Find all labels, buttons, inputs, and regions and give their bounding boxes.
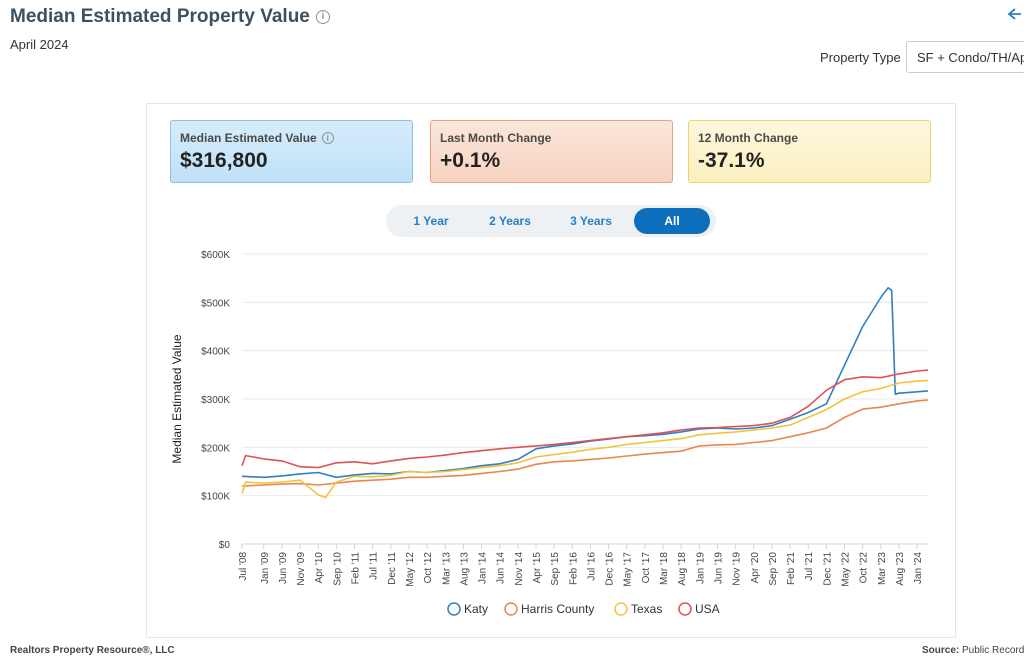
x-tick-label: Oct '22 xyxy=(859,552,870,584)
x-tick-label: Dec '11 xyxy=(387,552,398,585)
x-tick-label: Nov '19 xyxy=(732,552,743,586)
x-tick-label: Sep '10 xyxy=(332,552,343,586)
legend-marker-usa xyxy=(678,602,692,616)
legend-label-harris-county: Harris County xyxy=(521,602,594,616)
back-arrow-icon[interactable] xyxy=(1006,6,1022,22)
series-line-texas xyxy=(241,379,929,499)
series-line-katy xyxy=(241,287,929,479)
footer-company: Realtors Property Resource®, LLC xyxy=(10,645,175,656)
x-tick-label: Sep '15 xyxy=(550,552,561,586)
info-icon[interactable]: i xyxy=(321,132,334,144)
x-tick-label: Mar '13 xyxy=(441,552,452,585)
x-tick-label: Nov '09 xyxy=(296,552,307,586)
x-tick-label: Jan '14 xyxy=(478,552,489,584)
median-value-label: Median Estimated Value xyxy=(180,131,317,145)
x-tick-label: Oct '17 xyxy=(641,552,652,584)
x-tick-label: Oct '12 xyxy=(423,552,434,584)
x-tick-label: Nov '14 xyxy=(514,552,525,586)
x-tick-label: Dec '21 xyxy=(822,552,833,586)
x-tick-label: Feb '11 xyxy=(351,552,362,585)
x-tick-label: Jul '08 xyxy=(238,552,249,581)
page-subtitle: April 2024 xyxy=(10,37,69,52)
y-tick-label: $0 xyxy=(219,540,231,551)
x-tick-label: Apr '15 xyxy=(532,552,543,584)
x-tick-label: Sep '20 xyxy=(768,552,779,586)
x-tick-label: May '17 xyxy=(623,552,634,587)
legend-label-texas: Texas xyxy=(631,602,662,616)
page-title-text: Median Estimated Property Value xyxy=(10,6,310,27)
legend-label-usa: USA xyxy=(695,602,720,616)
median-value-card-label-row: Median Estimated Value i xyxy=(180,131,412,145)
range-3-years-button[interactable]: 3 Years xyxy=(570,214,612,228)
x-tick-label: Jul '11 xyxy=(369,552,380,580)
twelve-month-change-card: 12 Month Change -37.1% xyxy=(688,120,931,183)
x-tick-label: May '12 xyxy=(405,552,416,587)
y-tick-label: $200K xyxy=(201,443,230,454)
legend-label-katy: Katy xyxy=(464,602,488,616)
series-line-harris-county xyxy=(241,399,929,487)
x-tick-label: Jul '21 xyxy=(804,552,815,581)
range-2-years-button[interactable]: 2 Years xyxy=(489,214,531,228)
twelve-month-change-value: -37.1% xyxy=(698,149,765,172)
legend-marker-texas xyxy=(614,602,628,616)
x-tick-label: Apr '20 xyxy=(750,552,761,584)
x-tick-label: Aug '23 xyxy=(895,552,906,586)
y-tick-label: $300K xyxy=(201,395,230,406)
x-tick-label: Feb '21 xyxy=(786,552,797,585)
x-tick-label: Jan '24 xyxy=(913,552,924,584)
info-icon[interactable]: i xyxy=(315,10,330,24)
footer-source-value: Public Records xyxy=(962,645,1024,656)
x-tick-label: Mar '18 xyxy=(659,552,670,585)
x-tick-label: Mar '23 xyxy=(877,552,888,585)
page-title: Median Estimated Property Value i xyxy=(10,6,330,28)
x-tick-label: Jul '16 xyxy=(586,552,597,581)
footer-source: Source: Public Records xyxy=(922,645,1024,656)
range-1-year-button[interactable]: 1 Year xyxy=(413,214,449,228)
y-tick-label: $400K xyxy=(201,347,230,358)
legend-marker-katy xyxy=(447,602,461,616)
x-tick-label: Dec '16 xyxy=(605,552,616,586)
legend-marker-harris-county xyxy=(504,602,518,616)
property-type-select[interactable]: SF + Condo/TH/Apt xyxy=(906,41,1024,73)
footer-source-label: Source: xyxy=(922,645,960,656)
last-month-change-card: Last Month Change +0.1% xyxy=(430,120,673,183)
last-month-change-label: Last Month Change xyxy=(440,131,552,145)
x-tick-label: Jun '14 xyxy=(496,552,507,584)
time-range-toggle: 1 Year 2 Years 3 Years All xyxy=(386,205,716,237)
property-type-label: Property Type xyxy=(820,50,901,65)
x-tick-label: Jan '19 xyxy=(695,552,706,584)
x-tick-label: Apr '10 xyxy=(314,552,325,584)
twelve-month-change-label: 12 Month Change xyxy=(698,131,799,145)
property-type-value: SF + Condo/TH/Apt xyxy=(917,50,1024,65)
series-line-usa xyxy=(241,369,929,469)
chart-panel xyxy=(146,103,956,638)
y-tick-label: $500K xyxy=(201,298,230,309)
x-tick-label: Aug '18 xyxy=(677,552,688,586)
median-value-card: Median Estimated Value i $316,800 xyxy=(170,120,413,183)
x-tick-label: May '22 xyxy=(841,552,852,587)
median-value: $316,800 xyxy=(180,149,268,172)
y-axis-label: Median Estimated Value xyxy=(170,334,184,464)
y-tick-label: $600K xyxy=(201,250,230,261)
y-tick-label: $100K xyxy=(201,492,230,503)
x-tick-label: Jun '09 xyxy=(278,552,289,584)
x-tick-label: Jun '19 xyxy=(713,552,724,584)
x-tick-label: Feb '16 xyxy=(568,552,579,585)
last-month-change-value: +0.1% xyxy=(440,149,501,172)
x-tick-label: Jan '09 xyxy=(260,552,271,584)
range-all-button[interactable]: All xyxy=(634,208,710,234)
x-tick-label: Aug '13 xyxy=(459,552,470,586)
